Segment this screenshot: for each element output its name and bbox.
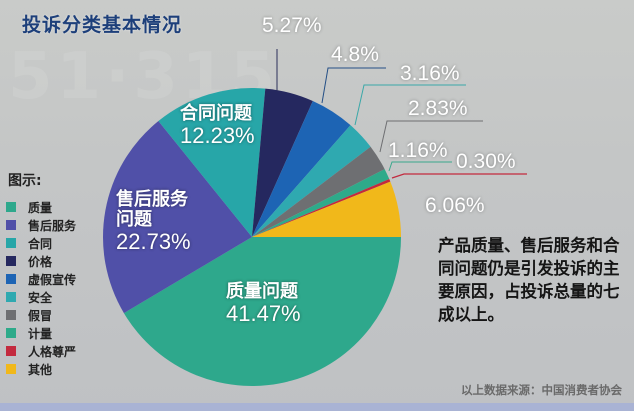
legend-label: 虚假宣传 bbox=[28, 272, 77, 287]
pie-slice-8 bbox=[252, 179, 391, 237]
slice-label-quality-name: 质量问题 bbox=[226, 281, 298, 302]
label-counterfeit: 2.83% bbox=[408, 97, 468, 120]
pie-slices bbox=[103, 87, 401, 387]
legend-swatch bbox=[6, 256, 16, 266]
leader-line-safety bbox=[354, 84, 466, 126]
legend-label: 合同 bbox=[28, 236, 53, 251]
pie-slice-4 bbox=[252, 100, 351, 237]
label-measurement: 1.16% bbox=[388, 139, 448, 162]
label-false-advertising: 4.8% bbox=[331, 43, 379, 66]
slice-label-after-sales-pct: 22.73% bbox=[116, 229, 191, 255]
legend-swatch bbox=[6, 202, 16, 212]
legend-item-price: 价格 bbox=[6, 252, 76, 270]
pie-slice-2 bbox=[158, 87, 266, 237]
chart-title: 投诉分类基本情况 bbox=[22, 14, 183, 36]
pie-slice-7 bbox=[252, 169, 390, 237]
legend-swatch bbox=[6, 346, 16, 356]
legend-item-quality: 质量 bbox=[6, 198, 76, 216]
label-safety: 3.16% bbox=[400, 62, 460, 85]
pie-slice-1 bbox=[103, 121, 252, 314]
legend-label: 价格 bbox=[28, 254, 53, 269]
pie-slice-3 bbox=[252, 88, 313, 237]
legend-label: 质量 bbox=[28, 200, 53, 215]
pie-slice-0 bbox=[123, 237, 401, 387]
legend-items: 质量 售后服务 合同 价格 虚假宣传 安全 假冒 计量 人格尊严 其他 bbox=[6, 198, 76, 378]
leader-line-false-advertising bbox=[321, 67, 386, 104]
leader-line-counterfeit bbox=[379, 120, 483, 153]
legend-label: 假冒 bbox=[28, 308, 53, 323]
legend-swatch bbox=[6, 328, 16, 338]
legend-swatch bbox=[6, 292, 16, 302]
legend-item-other: 其他 bbox=[6, 360, 76, 378]
legend-swatch bbox=[6, 274, 16, 284]
slice-label-contract-pct: 12.23% bbox=[180, 123, 255, 149]
legend-label: 安全 bbox=[28, 290, 53, 305]
legend-swatch bbox=[6, 238, 16, 248]
slice-label-quality-pct: 41.47% bbox=[226, 301, 301, 327]
label-price: 5.27% bbox=[262, 14, 322, 37]
legend-label: 计量 bbox=[28, 326, 53, 341]
slice-label-contract: 合同问题 12.23% bbox=[180, 103, 255, 149]
legend-item-dignity: 人格尊严 bbox=[6, 342, 76, 360]
slice-label-after-sales-name: 售后服务 bbox=[116, 189, 188, 210]
label-other: 6.06% bbox=[425, 194, 485, 217]
slice-label-contract-name: 合同问题 bbox=[180, 103, 252, 124]
legend-item-measurement: 计量 bbox=[6, 324, 76, 342]
legend-swatch bbox=[6, 364, 16, 374]
legend-item-false-advertising: 虚假宣传 bbox=[6, 270, 76, 288]
bottom-strip bbox=[0, 403, 634, 411]
legend-item-contract: 合同 bbox=[6, 234, 76, 252]
legend-swatch bbox=[6, 220, 16, 230]
legend-swatch bbox=[6, 310, 16, 320]
legend-title: 图示: bbox=[8, 173, 42, 189]
pie-slice-5 bbox=[252, 125, 371, 237]
slice-label-after-sales-name2: 问题 bbox=[116, 209, 152, 231]
pie-slice-9 bbox=[252, 181, 401, 237]
legend: 图示: 质量 售后服务 合同 价格 虚假宣传 安全 假冒 计量 人格尊严 其他 bbox=[6, 170, 76, 378]
label-dignity: 0.30% bbox=[456, 150, 516, 173]
legend-item-safety: 安全 bbox=[6, 288, 76, 306]
leader-line-dignity bbox=[391, 173, 527, 179]
annotation-note: 产品质量、售后服务和合同问题仍是引发投诉的主要原因，占投诉总量的七成以上。 bbox=[438, 236, 620, 324]
legend-label: 人格尊严 bbox=[28, 344, 77, 359]
legend-label: 其他 bbox=[28, 362, 53, 377]
leader-line-measurement bbox=[388, 161, 452, 172]
slice-label-quality: 质量问题 41.47% bbox=[226, 281, 301, 327]
legend-item-counterfeit: 假冒 bbox=[6, 306, 76, 324]
legend-item-after-sales: 售后服务 bbox=[6, 216, 76, 234]
slice-label-after-sales: 售后服务 问题 22.73% bbox=[116, 189, 191, 255]
legend-label: 售后服务 bbox=[28, 218, 77, 233]
data-source: 以上数据来源：中国消费者协会 bbox=[461, 383, 622, 397]
pie-slice-6 bbox=[252, 146, 385, 237]
